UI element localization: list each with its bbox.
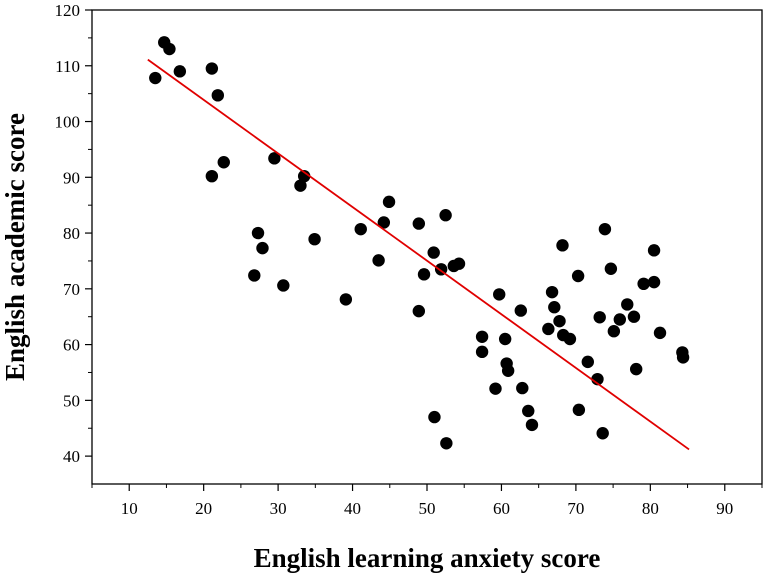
data-point bbox=[377, 216, 391, 229]
data-point bbox=[475, 345, 489, 359]
y-tick-label: 80 bbox=[63, 224, 80, 243]
data-point bbox=[604, 262, 618, 275]
data-point bbox=[545, 285, 559, 299]
data-point bbox=[563, 332, 577, 346]
data-point bbox=[653, 326, 667, 340]
data-point bbox=[637, 277, 650, 291]
data-point bbox=[372, 254, 385, 267]
y-tick-label: 100 bbox=[55, 113, 81, 132]
y-tick-label: 40 bbox=[63, 447, 80, 466]
data-point bbox=[251, 226, 265, 240]
y-tick-label: 60 bbox=[63, 336, 80, 355]
data-point bbox=[173, 65, 187, 78]
data-point bbox=[581, 355, 594, 369]
data-point bbox=[548, 301, 561, 314]
data-point bbox=[248, 269, 261, 282]
x-tick-label: 90 bbox=[716, 499, 733, 518]
data-point bbox=[596, 427, 609, 440]
data-point bbox=[256, 241, 269, 255]
data-point bbox=[647, 275, 661, 289]
data-point bbox=[598, 222, 612, 236]
x-axis-label: English learning anxiety score bbox=[254, 543, 601, 573]
regression-line bbox=[147, 58, 690, 451]
axes: 10 20 30 40 50 60 70 80 90 40 50 60 70 80 90 100 110 120 bbox=[55, 1, 763, 518]
data-point bbox=[553, 314, 566, 328]
y-tick-label: 110 bbox=[55, 57, 80, 76]
x-tick-label: 30 bbox=[270, 499, 287, 518]
data-point bbox=[205, 169, 219, 183]
y-tick-label: 50 bbox=[63, 391, 80, 410]
data-point bbox=[613, 313, 627, 326]
data-point bbox=[522, 404, 535, 418]
x-tick-label: 80 bbox=[642, 499, 659, 518]
data-point bbox=[277, 279, 290, 292]
data-point bbox=[205, 62, 219, 75]
plot-frame bbox=[91, 9, 763, 485]
data-point bbox=[607, 325, 621, 338]
data-point bbox=[514, 304, 527, 317]
data-point bbox=[412, 217, 426, 230]
data-point bbox=[629, 362, 643, 376]
data-point bbox=[501, 364, 515, 377]
data-point bbox=[268, 152, 281, 165]
data-point bbox=[525, 418, 539, 432]
data-point bbox=[412, 304, 426, 318]
data-point bbox=[647, 244, 661, 257]
y-tick-label: 90 bbox=[63, 168, 80, 187]
data-point bbox=[297, 169, 311, 183]
data-point bbox=[475, 330, 489, 343]
data-point bbox=[339, 293, 353, 306]
data-point bbox=[489, 382, 502, 395]
data-point bbox=[556, 239, 569, 252]
data-point bbox=[428, 410, 441, 424]
data-point bbox=[427, 246, 440, 259]
y-axis-label: English academic score bbox=[0, 113, 30, 381]
x-tick-label: 70 bbox=[567, 499, 584, 518]
data-point bbox=[571, 269, 585, 283]
y-tick-label: 70 bbox=[63, 280, 80, 299]
data-point bbox=[627, 310, 641, 323]
data-point bbox=[516, 381, 529, 395]
data-point bbox=[382, 195, 396, 209]
x-tick-label: 40 bbox=[344, 499, 361, 518]
x-tick-label: 20 bbox=[195, 499, 212, 518]
data-point bbox=[294, 179, 307, 192]
data-point bbox=[452, 257, 466, 270]
data-point bbox=[676, 351, 690, 364]
data-point bbox=[542, 322, 555, 336]
data-point bbox=[211, 89, 225, 102]
plot-area bbox=[91, 9, 763, 485]
x-tick-label: 50 bbox=[419, 499, 436, 518]
y-tick-label: 120 bbox=[55, 1, 81, 20]
x-tick-label: 60 bbox=[493, 499, 510, 518]
data-point bbox=[217, 156, 230, 169]
data-point bbox=[149, 71, 162, 85]
data-point bbox=[493, 288, 506, 301]
data-point bbox=[572, 403, 586, 417]
data-marks bbox=[147, 36, 690, 451]
x-tick-label: 10 bbox=[121, 499, 138, 518]
data-point bbox=[498, 332, 512, 346]
data-point bbox=[621, 298, 634, 311]
data-point bbox=[163, 42, 176, 56]
data-point bbox=[308, 232, 321, 246]
data-point bbox=[440, 437, 453, 450]
data-point bbox=[417, 268, 431, 281]
data-point bbox=[593, 311, 606, 324]
data-point bbox=[354, 222, 367, 236]
data-point bbox=[439, 209, 452, 222]
